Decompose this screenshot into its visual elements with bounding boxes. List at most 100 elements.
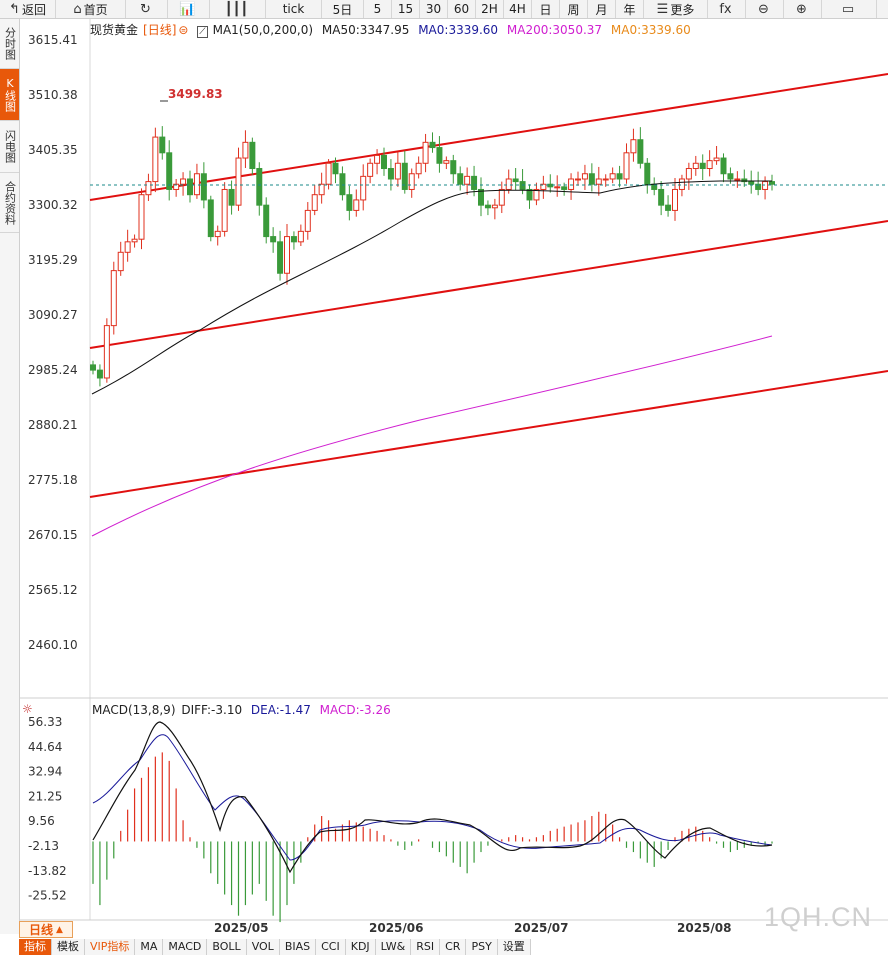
candle-body	[277, 241, 284, 274]
ma-icon[interactable]: ⟋	[197, 26, 208, 38]
sidebar-item-3[interactable]: 合约资料	[0, 173, 19, 233]
tab-bias[interactable]: BIAS	[279, 939, 317, 955]
date-label: 2025/05	[214, 921, 269, 935]
tab-模板[interactable]: 模板	[52, 939, 85, 955]
candle-body	[706, 160, 713, 170]
legend-period[interactable]: [日线]	[143, 23, 177, 37]
home-button[interactable]: ⌂ 首页	[56, 0, 126, 18]
settings-icon[interactable]: ⊜	[178, 23, 189, 37]
candle-body	[180, 178, 187, 185]
watermark: 1QH.CN	[764, 902, 873, 932]
back-button[interactable]: ↰ 返回	[0, 0, 56, 18]
candle-body	[422, 141, 429, 164]
kline-chart-button[interactable]: 📊	[168, 0, 210, 18]
candle-body	[166, 152, 173, 190]
candle-style-button[interactable]: ┃┃┃	[210, 0, 266, 18]
candle-body	[595, 178, 602, 185]
candle-body	[713, 157, 720, 162]
candle-body	[256, 168, 263, 206]
macd-settings-icon[interactable]: ☼	[22, 702, 33, 716]
price-tick-label: 2460.10	[28, 638, 78, 652]
zoom-out-button[interactable]: ⊖	[746, 0, 784, 18]
tab-kdj[interactable]: KDJ	[345, 939, 376, 955]
candle-body	[387, 168, 394, 180]
price-tick-label: 2880.21	[28, 418, 78, 432]
tick-button[interactable]: tick	[266, 0, 322, 18]
tab-macd[interactable]: MACD	[163, 939, 208, 955]
tab-cr[interactable]: CR	[440, 939, 467, 955]
4h-button[interactable]: 4H	[504, 0, 532, 18]
period-button[interactable]: 日线 ▲	[19, 921, 73, 938]
60min-button[interactable]: 60	[448, 0, 476, 18]
macd-tick-label: -25.52	[28, 889, 67, 903]
candle-body	[561, 186, 568, 190]
candle-body	[173, 183, 180, 190]
macd-tick-label: 56.33	[28, 715, 62, 729]
week-button-label: 周	[567, 2, 580, 17]
week-button[interactable]: 周	[560, 0, 588, 18]
30min-button[interactable]: 30	[420, 0, 448, 18]
candle-body	[581, 173, 588, 180]
candle-body	[727, 173, 734, 180]
sidebar-item-2[interactable]: 闪电图	[0, 121, 19, 173]
legend-ma1: MA1(50,0,200,0)	[212, 23, 314, 37]
formula-button[interactable]: fx	[708, 0, 746, 18]
more-button[interactable]: ☰ 更多	[644, 0, 708, 18]
price-tick-label: 3300.32	[28, 198, 78, 212]
2h-button[interactable]: 2H	[476, 0, 504, 18]
candle-body	[325, 162, 332, 185]
tab-设置[interactable]: 设置	[497, 939, 531, 955]
30min-button-label: 30	[425, 2, 442, 16]
price-tick-label: 2775.18	[28, 473, 78, 487]
date-label: 2025/08	[677, 921, 732, 935]
zoom-in-icon: ⊕	[796, 1, 807, 17]
5day-button-label: 5日	[332, 2, 353, 17]
tab-指标[interactable]: 指标	[19, 939, 52, 955]
tab-cci[interactable]: CCI	[316, 939, 346, 955]
15min-button-label: 15	[397, 2, 414, 16]
refresh-button[interactable]: ↻	[126, 0, 168, 18]
price-tick-label: 2565.12	[28, 583, 78, 597]
candle-body	[692, 162, 699, 170]
day-button[interactable]: 日	[532, 0, 560, 18]
legend-ma200: MA200:3050.37	[506, 23, 603, 37]
channel-line	[89, 220, 888, 349]
15min-button[interactable]: 15	[392, 0, 420, 18]
candle-body	[498, 188, 505, 206]
candle-body	[769, 181, 775, 185]
candle-body	[242, 141, 249, 159]
candle-body	[304, 209, 311, 232]
tab-lw&[interactable]: LW&	[375, 939, 412, 955]
sidebar-item-1[interactable]: K线图	[0, 69, 19, 121]
candle-style-icon: ┃┃┃	[224, 1, 249, 17]
expand-button[interactable]: ▭	[822, 0, 877, 18]
sidebar-item-0[interactable]: 分时图	[0, 19, 19, 69]
chart-legend: 现货黄金 [日线] ⊜ ⟋ MA1(50,0,200,0) MA50:3347.95 …	[90, 21, 696, 38]
month-button[interactable]: 月	[588, 0, 616, 18]
year-button-label: 年	[623, 2, 636, 17]
candle-body	[616, 173, 623, 180]
zoom-in-button[interactable]: ⊕	[784, 0, 822, 18]
month-button-label: 月	[595, 2, 608, 17]
candle-body	[353, 199, 360, 211]
tab-rsi[interactable]: RSI	[411, 939, 441, 955]
indicator-tabs: 指标 模板 VIP指标 MA MACD BOLL VOL BIAS CCI KDJ LW& RSI CR…	[19, 939, 531, 955]
tab-vip指标[interactable]: VIP指标	[85, 939, 136, 955]
tab-boll[interactable]: BOLL	[207, 939, 247, 955]
zoom-out-icon: ⊖	[758, 1, 769, 17]
60min-button-label: 60	[453, 2, 470, 16]
5min-button[interactable]: 5	[364, 0, 392, 18]
candle-body	[374, 154, 381, 164]
year-button[interactable]: 年	[616, 0, 644, 18]
candle-body	[464, 175, 471, 185]
tab-psy[interactable]: PSY	[466, 939, 498, 955]
5day-button[interactable]: 5日	[322, 0, 364, 18]
candle-body	[540, 183, 547, 190]
macd-legend: MACD(13,8,9) DIFF:-3.10 DEA:-1.47 MACD:-…	[92, 703, 396, 717]
price-tick-label: 2985.24	[28, 363, 78, 377]
tab-vol[interactable]: VOL	[246, 939, 280, 955]
tab-ma[interactable]: MA	[135, 939, 164, 955]
candle-body	[200, 173, 207, 201]
price-tick-label: 3615.41	[28, 33, 78, 47]
